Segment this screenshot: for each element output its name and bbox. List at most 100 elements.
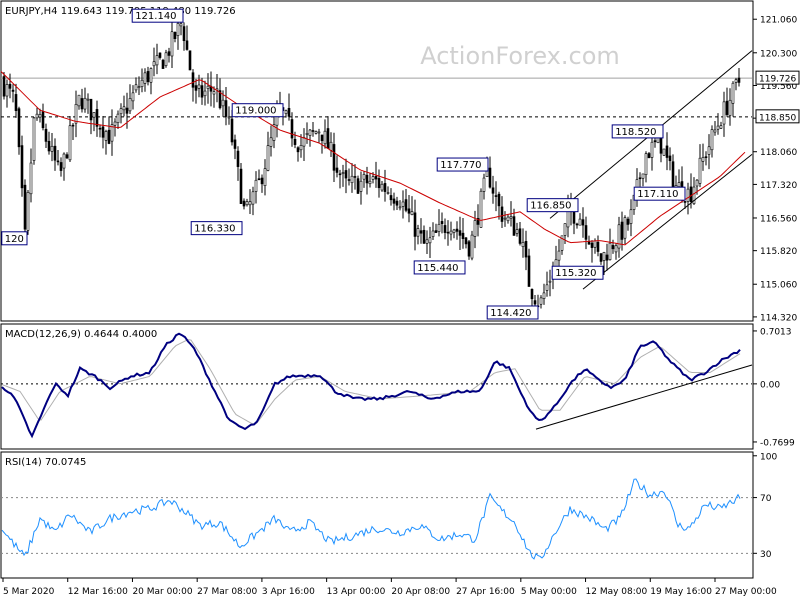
candle-body [608, 242, 612, 261]
price-annotation-box [633, 186, 686, 201]
candle-body [389, 195, 393, 201]
price-annotation-label: 115.320 [555, 268, 596, 279]
candle [425, 230, 429, 254]
candle-body [509, 216, 513, 219]
candle [665, 132, 669, 171]
candle-body [197, 84, 201, 89]
candle [623, 215, 627, 245]
candle-body [47, 140, 51, 152]
time-axis: 5 Mar 2020 12 Mar 16:00 20 Mar 00:00 27 Mar… [2, 578, 777, 597]
price-axis-tick-label: 121.060 [760, 16, 797, 26]
candle [479, 188, 483, 228]
candle-body [623, 217, 627, 239]
candle-body [179, 23, 183, 27]
candle-body [497, 193, 501, 207]
candle [737, 68, 741, 87]
candle [599, 253, 603, 265]
candle-body [68, 125, 72, 161]
candle [428, 226, 432, 258]
candle-body [593, 240, 597, 248]
candle [539, 295, 543, 309]
rsi-panel-frame [0, 451, 754, 579]
candle [419, 218, 423, 244]
candle-body [2, 76, 6, 97]
candle-body [434, 230, 438, 233]
candle-body [83, 97, 87, 110]
time-axis-label: 27 Mar 08:00 [197, 587, 257, 597]
candle [80, 88, 84, 113]
candle-body [161, 59, 165, 69]
candle-body [212, 91, 216, 95]
price-annotation: 119.000 [231, 103, 284, 118]
candle-body [371, 176, 375, 180]
candle-body [26, 192, 30, 231]
candle-body [494, 195, 498, 197]
price-annotation-label: 118.520 [615, 127, 656, 138]
candle [521, 228, 525, 258]
candle [251, 186, 255, 216]
candle [248, 189, 252, 214]
candle-body [719, 125, 723, 129]
rsi-axis-tick-label: 30 [760, 550, 772, 560]
candle-body [368, 180, 372, 185]
candle-body [263, 168, 267, 186]
candle-body [206, 85, 210, 89]
candle-body [542, 292, 546, 299]
candle [242, 198, 246, 210]
candle [104, 129, 108, 155]
candle [581, 207, 585, 238]
candle [716, 113, 720, 135]
candle-body [359, 180, 363, 192]
candle-body [659, 136, 663, 154]
price-annotation: 115.440 [413, 260, 466, 275]
price-panel-title: EURJPY,H4 119.643 119.795 119.480 119.72… [5, 6, 236, 17]
price-annotation-label: 119.000 [235, 106, 276, 117]
candle [389, 188, 393, 206]
candle-body [590, 242, 594, 248]
time-axis-label: 12 Mar 16:00 [68, 587, 128, 597]
candle [71, 123, 75, 140]
candle [191, 69, 195, 102]
price-annotation-box [486, 305, 539, 320]
candle-body [344, 170, 348, 179]
candle-body [362, 174, 366, 180]
candle [413, 199, 417, 251]
candle [38, 108, 42, 123]
price-panel-frame [0, 0, 754, 322]
candle [410, 196, 414, 216]
candle [74, 90, 78, 138]
price-axis-tick-label: 115.820 [760, 247, 797, 257]
candle [473, 210, 477, 249]
candle-body [290, 119, 294, 139]
candle [590, 240, 594, 263]
candle [254, 171, 258, 204]
price-annotation-label: 117.110 [637, 189, 678, 200]
candle-body [164, 52, 168, 66]
candle-body [506, 216, 510, 222]
candle [527, 248, 531, 287]
candle-body [599, 253, 603, 262]
price-annotation: 115.320 [551, 265, 604, 280]
candle [227, 106, 231, 125]
candle [386, 186, 390, 195]
candle-body [167, 51, 171, 56]
candle [2, 72, 6, 100]
candle [677, 169, 681, 187]
candle [8, 73, 12, 99]
candle-body [401, 201, 405, 207]
candle-body [446, 231, 450, 234]
candle-body [176, 23, 180, 36]
price-annotation-box [436, 157, 489, 172]
candle-body [62, 153, 66, 169]
candle-body [170, 31, 174, 57]
candle [314, 130, 318, 135]
candle-body [128, 98, 132, 112]
candle [734, 77, 738, 91]
candle-body [101, 126, 105, 138]
candle-body [392, 198, 396, 204]
candle [212, 86, 216, 108]
candle [92, 112, 96, 132]
time-axis-label: 20 Apr 08:00 [391, 587, 450, 597]
candle [200, 77, 204, 105]
